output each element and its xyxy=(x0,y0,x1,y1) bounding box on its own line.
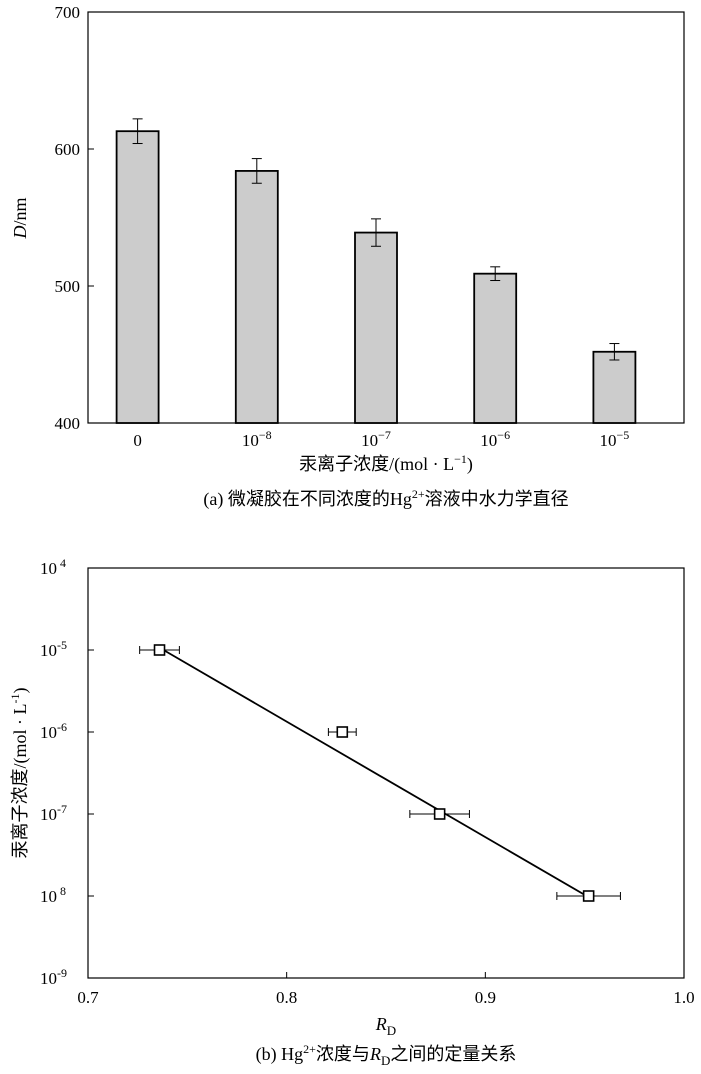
chart-b-point xyxy=(582,890,595,902)
chart-a-y-tick-label: 500 xyxy=(55,277,81,296)
chart-b-frame xyxy=(87,567,685,979)
chart-a-x-tick-label: 0 xyxy=(133,431,142,450)
chart-a-x-tick-label: 10−7 xyxy=(361,428,391,450)
chart-a-bar xyxy=(592,350,637,424)
chart-a-bars xyxy=(115,130,637,424)
chart-b-y-tick-label: 10-7 xyxy=(40,802,67,824)
chart-b-x-tick-label: 0.8 xyxy=(276,988,297,1007)
chart-a-bar xyxy=(234,170,279,424)
chart-b-point xyxy=(433,808,446,820)
chart-b-y-tick-label: 10-9 xyxy=(40,966,67,988)
chart-a-bar xyxy=(354,231,398,424)
chart-a-x-ticks: 0 10−8 10−7 10−6 10−5 xyxy=(133,428,629,450)
chart-b-x-axis-label: RD xyxy=(375,1014,396,1038)
chart-b: 10 4 10-5 10-6 10-7 10 8 10-9 0.7 0.8 0.9 1.0 汞离… xyxy=(8,556,695,1068)
chart-b-y-tick-label: 10 4 xyxy=(40,556,66,578)
chart-a-y-tick-label: 700 xyxy=(55,3,81,22)
chart-b-fit-line xyxy=(163,649,588,897)
chart-a-x-tick-label: 10−8 xyxy=(242,428,272,450)
chart-a-bar xyxy=(473,272,518,424)
chart-b-point xyxy=(153,644,166,656)
chart-a: 400 500 600 700 0 10−8 10−7 10−6 10−5 D/nm 汞离子浓… xyxy=(10,3,685,510)
chart-b-x-tick-label: 0.7 xyxy=(77,988,99,1007)
chart-a-x-tick-label: 10−6 xyxy=(480,428,510,450)
chart-a-x-axis-label: 汞离子浓度/(mol · L−1) xyxy=(299,452,473,475)
chart-b-point xyxy=(336,726,349,738)
chart-a-y-tick-label: 400 xyxy=(55,414,81,433)
chart-b-x-tick-label: 1.0 xyxy=(673,988,694,1007)
chart-b-points xyxy=(139,644,621,902)
chart-a-x-tick-label: 10−5 xyxy=(600,428,630,450)
chart-a-y-ticks: 400 500 600 700 xyxy=(55,3,94,433)
chart-b-caption: (b) Hg2+浓度与RD之间的定量关系 xyxy=(256,1042,517,1068)
chart-a-caption: (a) 微凝胶在不同浓度的Hg2+溶液中水力学直径 xyxy=(203,487,568,510)
chart-b-fit-line-path xyxy=(163,649,588,897)
chart-a-bar xyxy=(115,130,160,424)
chart-b-y-tick-label: 10-6 xyxy=(40,720,67,742)
chart-a-y-axis-label: D/nm xyxy=(10,197,30,239)
chart-b-y-axis-label: 汞离子浓度/(mol · L-1) xyxy=(8,688,31,859)
chart-a-error-bars xyxy=(132,118,620,361)
chart-b-y-tick-label: 10 8 xyxy=(40,884,66,906)
chart-b-y-tick-label: 10-5 xyxy=(40,638,67,660)
chart-a-y-tick-label: 600 xyxy=(55,140,81,159)
chart-b-x-ticks: 0.7 0.8 0.9 1.0 xyxy=(77,972,695,1007)
chart-b-x-tick-label: 0.9 xyxy=(475,988,496,1007)
chart-b-y-ticks: 10 4 10-5 10-6 10-7 10 8 10-9 xyxy=(40,556,94,988)
